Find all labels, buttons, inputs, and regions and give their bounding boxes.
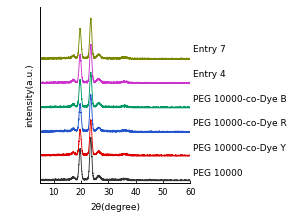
Y-axis label: intensity(a.u.): intensity(a.u.) bbox=[25, 63, 34, 127]
Text: Entry 7: Entry 7 bbox=[193, 45, 226, 54]
Text: PEG 10000-co-Dye R: PEG 10000-co-Dye R bbox=[193, 119, 287, 128]
Text: PEG 10000-co-Dye B: PEG 10000-co-Dye B bbox=[193, 95, 287, 104]
Text: PEG 10000: PEG 10000 bbox=[193, 169, 243, 178]
Text: PEG 10000-co-Dye Y: PEG 10000-co-Dye Y bbox=[193, 144, 286, 152]
X-axis label: 2θ(degree): 2θ(degree) bbox=[90, 203, 140, 212]
Text: Entry 4: Entry 4 bbox=[193, 70, 226, 79]
